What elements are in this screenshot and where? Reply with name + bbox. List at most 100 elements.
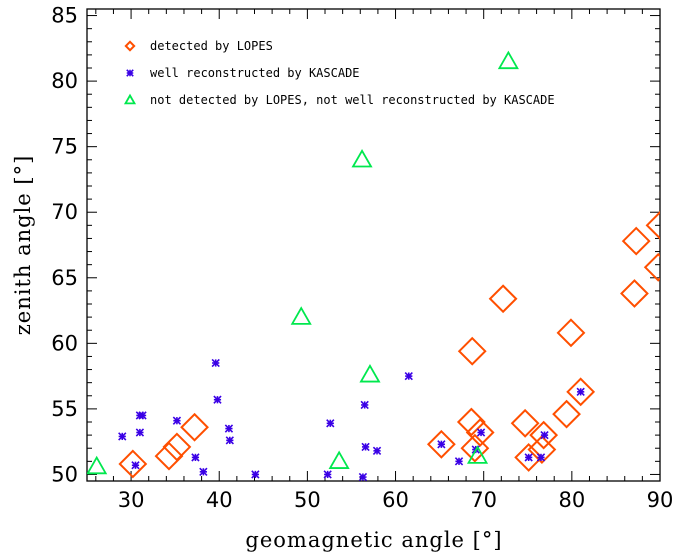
- asterisk-center: [479, 430, 483, 435]
- kascade-reconstructed-point: [404, 371, 413, 381]
- not-detected-point: [351, 148, 373, 168]
- y-axis-title: zenith angle [°]: [11, 155, 35, 336]
- kascade-reconstructed-point: [524, 453, 533, 462]
- asterisk-center: [539, 455, 543, 460]
- not-detected-point: [290, 306, 312, 325]
- lopes-detected-point: [643, 252, 660, 282]
- kascade-reconstructed-point: [213, 395, 222, 404]
- asterisk-center: [215, 397, 220, 402]
- kascade-reconstructed-point: [251, 470, 260, 479]
- kascade-reconstructed-point: [358, 472, 368, 481]
- legend-label: detected by LOPES: [150, 39, 273, 53]
- tick-labels: 30 40 50 60 70 80 90 50 55 60 65 70 75 80 85: [51, 4, 673, 512]
- lopes-detected-point: [465, 418, 495, 447]
- kascade-reconstructed-point: [172, 416, 182, 425]
- asterisk-center: [253, 472, 258, 477]
- legend-marker: [126, 69, 134, 77]
- lopes-detected-point: [456, 407, 486, 437]
- asterisk-center: [193, 455, 198, 460]
- asterisk-center: [140, 413, 145, 418]
- asterisk-center: [213, 361, 218, 365]
- kascade-reconstructed-point: [326, 419, 335, 428]
- lopes-detected-point: [118, 449, 148, 479]
- y-tick-label: 75: [51, 135, 78, 159]
- legend-marker: [124, 40, 136, 52]
- legend: detected by LOPES well reconstructed by K…: [123, 39, 555, 107]
- x-axis-title: geomagnetic angle [°]: [245, 528, 502, 552]
- kascade-reconstructed-point: [536, 453, 546, 462]
- data-points: [87, 50, 660, 481]
- kascade-reconstructed-point: [372, 446, 382, 456]
- x-tick-label: 40: [206, 488, 233, 512]
- asterisk-center: [133, 463, 138, 468]
- asterisk-center: [375, 449, 379, 453]
- plot-frame: [86, 8, 661, 482]
- y-tick-label: 65: [51, 266, 78, 290]
- lopes-detected-point: [154, 441, 184, 471]
- not-detected-point: [359, 363, 381, 383]
- lopes-detected-point: [529, 420, 559, 450]
- kascade-reconstructed-point: [199, 467, 208, 476]
- kascade-reconstructed-point: [118, 432, 127, 441]
- y-tick-label: 85: [51, 4, 78, 28]
- axis-ticks: [87, 9, 661, 481]
- asterisk-center: [457, 459, 461, 464]
- kascade-reconstructed-point: [360, 400, 369, 410]
- lopes-detected-point: [426, 429, 456, 459]
- kascade-reconstructed-point: [224, 424, 234, 433]
- asterisk-center: [120, 434, 125, 439]
- asterisk-center: [328, 421, 333, 426]
- asterisk-center: [228, 438, 232, 443]
- kascade-reconstructed-point: [454, 457, 464, 466]
- kascade-reconstructed-point: [361, 442, 370, 452]
- asterisk-center: [227, 426, 231, 431]
- kascade-reconstructed-point: [138, 411, 147, 420]
- lopes-detected-point: [621, 226, 651, 256]
- not-detected-point: [497, 50, 519, 70]
- not-detected-point: [87, 455, 108, 475]
- x-tick-label: 70: [470, 488, 497, 512]
- not-detected-point: [328, 450, 350, 469]
- asterisk-center: [138, 430, 142, 435]
- y-tick-label: 60: [51, 331, 78, 355]
- lopes-detected-point: [514, 442, 544, 472]
- kascade-reconstructed-point: [476, 428, 486, 437]
- lopes-detected-point: [460, 433, 490, 463]
- asterisk-center: [542, 433, 547, 437]
- y-tick-label: 70: [51, 200, 78, 224]
- asterisk-center: [362, 403, 367, 407]
- kascade-reconstructed-point: [135, 428, 145, 437]
- legend-label: not detected by LOPES, not well reconstr…: [150, 93, 555, 107]
- y-tick-label: 50: [51, 462, 78, 486]
- lopes-detected-point: [620, 279, 649, 308]
- lopes-detected-point: [552, 399, 581, 429]
- asterisk-center: [325, 472, 330, 477]
- legend-marker: [123, 93, 137, 105]
- kascade-reconstructed-point: [576, 387, 585, 397]
- lopes-detected-point: [645, 210, 660, 240]
- y-tick-label: 80: [51, 69, 78, 93]
- x-tick-label: 90: [647, 488, 674, 512]
- asterisk-center: [406, 374, 411, 378]
- x-tick-label: 80: [558, 488, 585, 512]
- legend-label: well reconstructed by KASCADE: [150, 66, 360, 80]
- asterisk-center: [175, 418, 179, 423]
- lopes-detected-point: [566, 377, 596, 407]
- lopes-detected-point: [180, 412, 209, 442]
- kascade-reconstructed-point: [437, 440, 446, 449]
- lopes-detected-point: [162, 432, 192, 462]
- asterisk-center: [439, 442, 444, 447]
- asterisk-center: [526, 455, 531, 460]
- asterisk-center: [201, 470, 206, 474]
- not-detected-point: [466, 445, 489, 464]
- x-tick-label: 50: [294, 488, 321, 512]
- kascade-reconstructed-point: [131, 461, 140, 470]
- x-tick-label: 60: [382, 488, 409, 512]
- lopes-detected-point: [457, 336, 487, 366]
- kascade-reconstructed-point: [323, 470, 332, 479]
- asterisk-center: [578, 390, 583, 394]
- kascade-reconstructed-point: [211, 358, 220, 368]
- asterisk-center: [361, 475, 365, 479]
- lopes-detected-point: [527, 435, 557, 464]
